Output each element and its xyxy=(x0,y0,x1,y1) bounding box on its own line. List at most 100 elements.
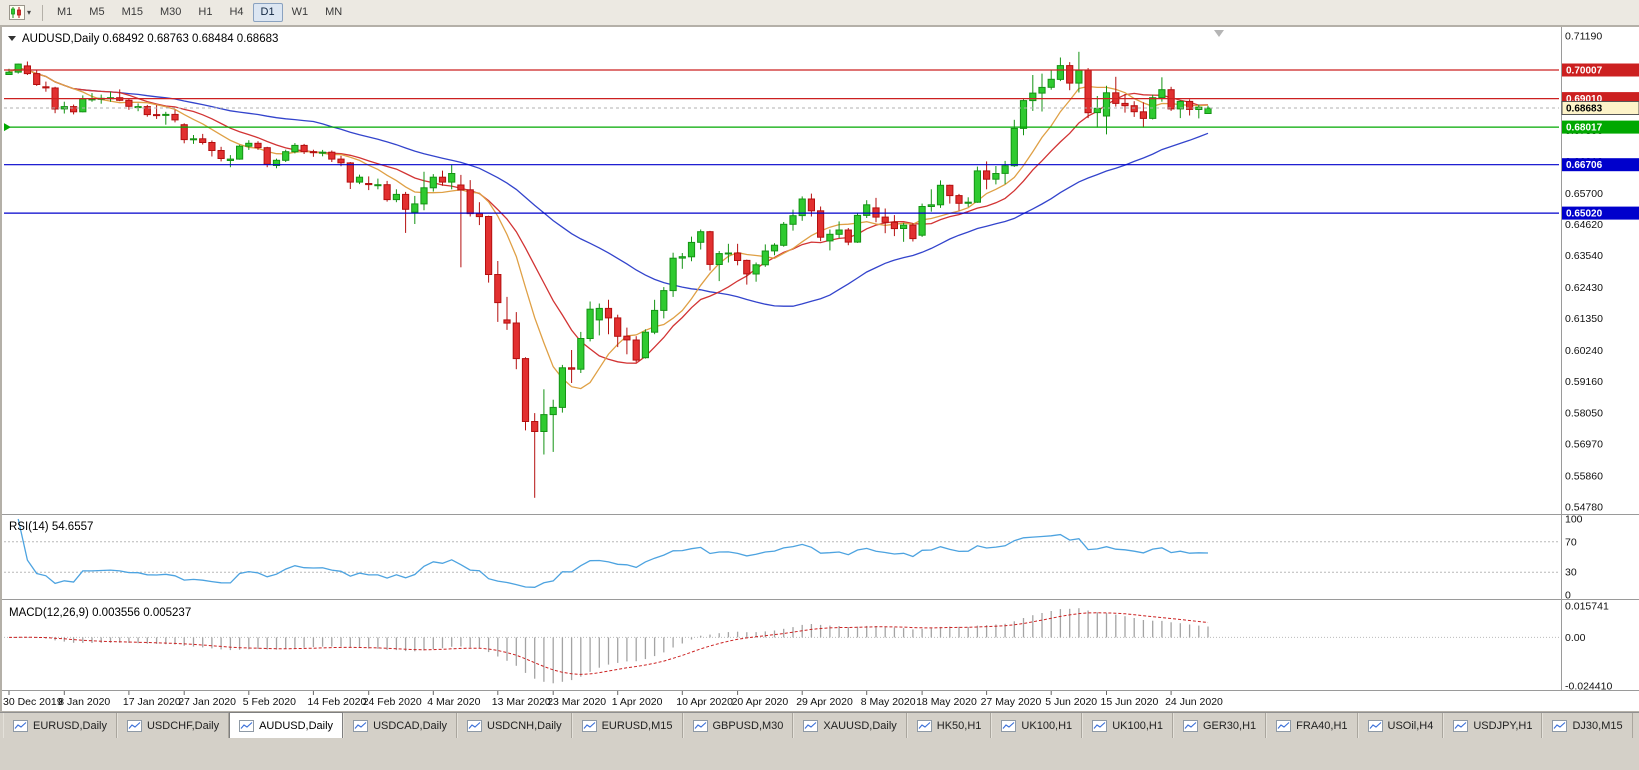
period-button-H1[interactable]: H1 xyxy=(198,6,213,18)
macd-axis-label: 0.00 xyxy=(1565,632,1586,644)
chart-icon xyxy=(1182,719,1198,732)
timeframe-toolbar: ▾ M1 M5 M15 M30 H1 H4 D1 W1 MN xyxy=(0,0,1639,26)
date-label: 4 Mar 2020 xyxy=(427,696,480,708)
chart-tab-USDCNH-Daily[interactable]: USDCNH,Daily xyxy=(457,713,572,738)
chart-icon xyxy=(1367,719,1383,732)
period-button-M1[interactable]: M1 xyxy=(57,6,73,18)
candlestick-chart-icon xyxy=(9,5,25,20)
toolbar-separator xyxy=(42,4,44,21)
price-axis-label: 0.55860 xyxy=(1565,471,1603,483)
svg-text:0.70007: 0.70007 xyxy=(1566,66,1603,77)
period-button-D1[interactable]: D1 xyxy=(252,3,283,22)
chart-tab-EURUSD-Daily[interactable]: EURUSD,Daily xyxy=(3,713,117,738)
chart-tab-DJ30-M15[interactable]: DJ30,M15 xyxy=(1542,713,1633,738)
chart-tab-label: DJ30,M15 xyxy=(1572,719,1623,732)
price-axis-label: 0.54780 xyxy=(1565,502,1603,514)
symbol-dropdown-icon[interactable] xyxy=(8,36,16,41)
period-button-M5[interactable]: M5 xyxy=(89,6,105,18)
current-price-badge: 0.68683 xyxy=(1561,101,1639,115)
chart-tab-label: AUDUSD,Daily xyxy=(259,719,334,732)
chart-icon xyxy=(1276,719,1292,732)
date-label: 15 Jun 2020 xyxy=(1101,696,1159,708)
rsi-axis-label: 100 xyxy=(1565,514,1583,526)
chart-tab-XAUUSD-Daily[interactable]: XAUUSD,Daily xyxy=(793,713,907,738)
price-axis-label: 0.71190 xyxy=(1565,31,1602,43)
chart-tab-FRA40-H1[interactable]: FRA40,H1 xyxy=(1266,713,1358,738)
green-line-marker xyxy=(4,123,11,132)
chart-tab-label: USDCNH,Daily xyxy=(487,719,562,732)
chart-tab-label: USDCAD,Daily xyxy=(373,719,448,732)
chart-tab-USOil-H4[interactable]: USOil,H4 xyxy=(1357,713,1444,738)
date-label: 23 Mar 2020 xyxy=(547,696,606,708)
chart-icon xyxy=(353,719,369,732)
chart-icon xyxy=(13,719,28,732)
date-label: 20 Apr 2020 xyxy=(732,696,789,708)
chart-background[interactable] xyxy=(1,26,1639,712)
macd-panel: 0.015741 0.00 -0.024410 xyxy=(4,601,1612,693)
chart-icon xyxy=(692,719,708,732)
price-line-badge: 0.65020 xyxy=(1562,206,1639,220)
chart-tab-UK100-H1[interactable]: UK100,H1 xyxy=(1082,713,1173,738)
price-chart[interactable]: 0.711900.700800.690000.678900.668100.657… xyxy=(1,26,1639,712)
rsi-axis-label: 0 xyxy=(1565,590,1571,602)
chart-tab-USDCAD-Daily[interactable]: USDCAD,Daily xyxy=(343,713,458,738)
price-line-badge: 0.68017 xyxy=(1562,120,1639,134)
date-label: 8 Jan 2020 xyxy=(58,696,110,708)
chart-tab-HK50-H1[interactable]: HK50,H1 xyxy=(906,713,992,738)
date-label: 1 Apr 2020 xyxy=(612,696,663,708)
chart-type-button[interactable]: ▾ xyxy=(4,2,36,23)
chart-tab-label: USDJPY,H1 xyxy=(1473,719,1533,732)
macd-histogram xyxy=(17,608,1209,684)
chart-tab-label: EURUSD,M15 xyxy=(601,719,673,732)
chart-icon xyxy=(1092,719,1108,732)
macd-title: MACD(12,26,9) 0.003556 0.005237 xyxy=(9,607,191,619)
date-label: 24 Feb 2020 xyxy=(363,696,422,708)
chart-tab-USDJPY-H1[interactable]: USDJPY,H1 xyxy=(1443,713,1543,738)
chart-tab-label: USDCHF,Daily xyxy=(146,719,220,732)
date-label: 8 May 2020 xyxy=(861,696,916,708)
chart-shift-marker[interactable] xyxy=(1214,30,1224,37)
chart-tab-USDCHF-Daily[interactable]: USDCHF,Daily xyxy=(116,713,230,738)
svg-text:0.65020: 0.65020 xyxy=(1566,209,1603,220)
chart-tab-label: UK100,H1 xyxy=(1112,719,1163,732)
price-axis-label: 0.62430 xyxy=(1565,282,1603,294)
macd-signal-line xyxy=(8,612,1209,675)
date-label: 5 Jun 2020 xyxy=(1045,696,1097,708)
period-button-M30[interactable]: M30 xyxy=(159,6,182,18)
date-label: 10 Apr 2020 xyxy=(676,696,733,708)
chart-tab-GER30-H1[interactable]: GER30,H1 xyxy=(1172,713,1267,738)
rsi-line xyxy=(17,518,1209,588)
period-button-MN[interactable]: MN xyxy=(325,6,343,18)
chart-tab-AUDUSD-Daily[interactable]: AUDUSD,Daily xyxy=(229,712,344,738)
ma-medium-line xyxy=(8,67,1209,364)
period-buttons-group: M1 M5 M15 M30 H1 H4 D1 W1 MN xyxy=(49,3,350,22)
chart-title: AUDUSD,Daily 0.68492 0.68763 0.68484 0.6… xyxy=(8,33,278,45)
svg-text:0.68683: 0.68683 xyxy=(1566,104,1603,115)
chart-tab-label: XAUUSD,Daily xyxy=(823,719,897,732)
svg-text:AUDUSD,Daily 0.68492 0.68763 0: AUDUSD,Daily 0.68492 0.68763 0.68484 0.6… xyxy=(22,33,278,45)
period-button-M15[interactable]: M15 xyxy=(121,6,143,18)
chart-tab-label: EURUSD,Daily xyxy=(33,719,107,732)
macd-axis-label: -0.024410 xyxy=(1565,681,1612,693)
price-axis-label: 0.65700 xyxy=(1565,188,1603,200)
chart-tab-GBPUSD-M30[interactable]: GBPUSD,M30 xyxy=(682,713,794,738)
chart-tab-UK100-H1[interactable]: UK100,H1 xyxy=(991,713,1083,738)
chevron-down-icon: ▾ xyxy=(27,7,32,17)
chart-icon xyxy=(1552,719,1568,732)
chart-icon xyxy=(916,719,932,732)
period-button-W1[interactable]: W1 xyxy=(291,6,309,18)
date-label: 17 Jan 2020 xyxy=(123,696,181,708)
date-label: 27 May 2020 xyxy=(981,696,1042,708)
rsi-title: RSI(14) 54.6557 xyxy=(9,521,93,533)
chart-tab-label: HK50,H1 xyxy=(936,719,982,732)
price-line-badge: 0.66706 xyxy=(1562,158,1639,172)
date-label: 27 Jan 2020 xyxy=(178,696,236,708)
window-filler xyxy=(0,738,1639,770)
chart-icon xyxy=(126,719,142,732)
chart-tab-EURUSD-M15[interactable]: EURUSD,M15 xyxy=(571,713,683,738)
date-label: 5 Feb 2020 xyxy=(243,696,296,708)
period-button-H4[interactable]: H4 xyxy=(229,6,244,18)
chart-tab-label: UK100,H1 xyxy=(1021,719,1073,732)
rsi-axis-label: 30 xyxy=(1565,567,1577,579)
